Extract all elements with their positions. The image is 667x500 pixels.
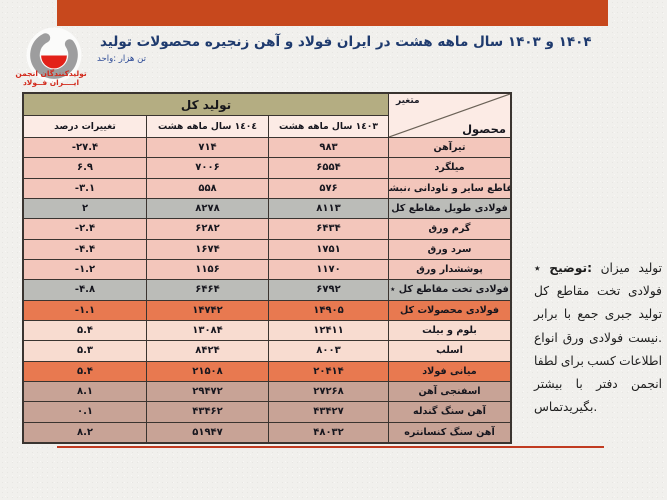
footnote-line: برابر با جمع جبری تولید (534, 307, 662, 322)
bottom-rule (57, 446, 604, 449)
value-1403-cell: ۸۱۱۳ (269, 198, 388, 219)
product-name-cell: ورق ‎پوششدار (389, 259, 510, 280)
value-1404-cell: ۶۲۸۲ (147, 219, 268, 239)
unit-label: واحد: ‎هزار ‎تن (97, 54, 146, 64)
product-name-cell: کل ‎محصولات ‎فولادی (389, 300, 510, 320)
diagonal-divider (389, 94, 510, 137)
footnote-line: بیشتر با دفتر انجمن (534, 377, 662, 392)
product-name-cell: ورق ‎گرم (389, 219, 510, 239)
top-banner (57, 0, 608, 26)
value-1403-cell: ۲۰۴۱۴ (269, 361, 388, 381)
footnote: ٭ توضیح: میزان تولید کل مقاطع تخت فولادی برابر با… (534, 256, 662, 419)
pct-change-cell: ۶.۹ (24, 158, 146, 178)
value-1404-cell: ۶۴۶۴ (147, 280, 268, 300)
pct-change-cell: ۰.۱ (24, 402, 146, 422)
pct-change-cell: ۵.۴ (24, 361, 146, 381)
value-1403-cell: ۹۸۳ (269, 138, 388, 158)
pct-change-cell: ۸.۱ (24, 381, 146, 402)
value-1404-cell: ۱۶۷۴ (147, 239, 268, 259)
value-1403-cell: ۵۷۶ (269, 178, 388, 198)
column-header-1404: هشت ‎ماهه ‎سال ‎١٤٠٤ (147, 116, 268, 137)
footnote-line: ٭ توضیح: میزان تولید (534, 260, 662, 275)
product-name-cell: ورق ‎سرد (389, 239, 510, 259)
footnote-line: انواع ورق فولادی نیست. (534, 330, 662, 345)
corner-variable-label: متغیر (396, 96, 420, 106)
product-name-cell: تیرآهن (389, 138, 510, 158)
value-1403-cell: ۶۷۹۲ (269, 280, 388, 300)
product-name-cell: ٭ ‎کل ‎مقاطع ‎تخت ‎فولادی (389, 280, 510, 300)
footnote-line: لطفا برای کسب اطلاعات (534, 353, 662, 368)
footnote-line: تماس بگیرید. (534, 400, 598, 415)
value-1404-cell: ۲۱۵۰۸ (147, 361, 268, 381)
product-name-cell: آهن ‎اسفنجی (389, 381, 510, 402)
product-name-cell: گندله ‎سنگ ‎آهن (389, 402, 510, 422)
value-1404-cell: ۵۵۸ (147, 178, 268, 198)
column-header-pct-change: درصد ‎تغییرات (24, 116, 146, 137)
product-name-cell: فولاد ‎میانی (389, 361, 510, 381)
value-1404-cell: ۴۳۴۶۲ (147, 402, 268, 422)
value-1403-cell: ۱۱۷۰ (269, 259, 388, 280)
page-title: تولید ‎محصولات ‎زنجیره ‎آهن ‎و ‎فولاد ‎ا… (100, 34, 592, 50)
product-name-cell: کل ‎مقاطع ‎طویل ‎فولادی (389, 198, 510, 219)
table-corner-cell: متغیر محصول (389, 94, 510, 137)
product-name-cell: بیلت ‎و ‎بلوم (389, 320, 510, 341)
value-1404-cell: ۲۹۴۷۲ (147, 381, 268, 402)
steel-association-logo-icon (26, 27, 82, 83)
logo-caption-line2: فــولاد ‎ایــــران (22, 78, 80, 87)
product-name-cell: اسلب (389, 341, 510, 361)
pct-change-cell: -۲.۴ (24, 219, 146, 239)
value-1403-cell: ۶۵۵۴ (269, 158, 388, 178)
pct-change-cell: ۵.۳ (24, 341, 146, 361)
product-name-cell: نبشی، ‎ناودانی ‎و ‎سایر ‎مقاطع (389, 178, 510, 198)
value-1403-cell: ۴۳۴۲۷ (269, 402, 388, 422)
product-name-cell: کنسانتره ‎سنگ ‎آهن (389, 422, 510, 442)
value-1403-cell: ۱۷۵۱ (269, 239, 388, 259)
value-1404-cell: ۷۰۰۶ (147, 158, 268, 178)
value-1403-cell: ۱۴۹۰۵ (269, 300, 388, 320)
footnote-line: کل مقاطع تخت فولادی (534, 283, 662, 298)
value-1404-cell: ۸۲۷۸ (147, 198, 268, 219)
pct-change-cell: -۴.۸ (24, 280, 146, 300)
pct-change-cell: ۲ (24, 198, 146, 219)
column-header-1403: هشت ‎ماهه ‎سال ‎١٤٠٣ (269, 116, 388, 137)
value-1403-cell: ۴۸۰۳۲ (269, 422, 388, 442)
pct-change-cell: -۱.۲ (24, 259, 146, 280)
value-1403-cell: ۱۲۴۱۱ (269, 320, 388, 341)
value-1404-cell: ۱۴۷۴۲ (147, 300, 268, 320)
pct-change-cell: -۲۷.۴ (24, 138, 146, 158)
value-1403-cell: ۸۰۰۳ (269, 341, 388, 361)
value-1404-cell: ۵۱۹۴۷ (147, 422, 268, 442)
pct-change-cell: -۱.۱ (24, 300, 146, 320)
pct-change-cell: -۳.۱ (24, 178, 146, 198)
value-1404-cell: ۷۱۴ (147, 138, 268, 158)
logo-caption: انجمن ‎تولیدکنندگان فــولاد ‎ایــــران (8, 69, 94, 87)
value-1404-cell: ۱۳۰۸۴ (147, 320, 268, 341)
product-name-cell: میلگرد (389, 158, 510, 178)
value-1403-cell: ۲۷۲۶۸ (269, 381, 388, 402)
pct-change-cell: ۸.۲ (24, 422, 146, 442)
logo-caption-line1: انجمن ‎تولیدکنندگان (15, 69, 87, 78)
pct-change-cell: ۵.۴ (24, 320, 146, 341)
value-1403-cell: ۶۴۳۴ (269, 219, 388, 239)
production-table: کل ‎تولید متغیر محصول درصد ‎تغییرات هشت … (22, 92, 512, 444)
value-1404-cell: ۸۴۲۴ (147, 341, 268, 361)
pct-change-cell: -۴.۴ (24, 239, 146, 259)
value-1404-cell: ۱۱۵۶ (147, 259, 268, 280)
corner-product-label: محصول (462, 122, 506, 136)
table-header-total: کل ‎تولید (24, 94, 388, 115)
